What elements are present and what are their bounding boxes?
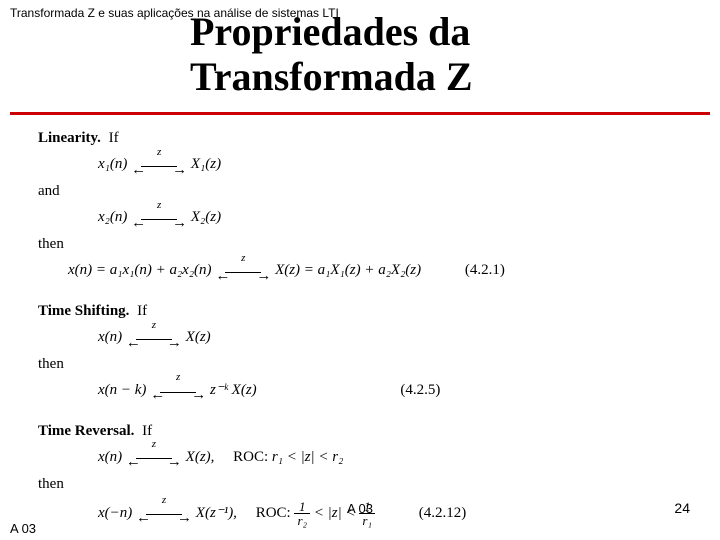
tr-roc1: r₁ < |z| < r₂ [272,449,343,465]
title-line-1: Propriedades da [190,9,470,54]
timeshift-label: Time Shifting. [38,303,129,319]
lin-res-rhs: X(z) = a₁X₁(z) + a₂X₂(z) [275,262,421,278]
slide: Transformada Z e suas aplicações na anál… [0,0,720,540]
page-number: 24 [674,500,690,516]
ts-eq1-lhs: x(n) [98,329,122,345]
title-line-2: Transformada Z [190,54,473,99]
z-arrow-icon: z [126,447,182,467]
timerev-then: then [38,474,688,494]
lin-eq2-rhs: X₂(z) [191,209,221,225]
z-label: z [150,370,206,385]
property-linearity: Linearity. If x₁(n) z X₁(z) and x₂(n) z … [38,128,688,281]
z-arrow-icon: z [150,380,206,400]
slide-title: Propriedades da Transformada Z [190,10,473,100]
tr-roc1-label: ROC: [233,449,268,465]
footer-center: A 03 [0,501,720,516]
title-underline [10,112,710,115]
lin-eq2-lhs: x₂(n) [98,209,127,225]
linearity-label: Linearity. [38,130,101,146]
lin-res-lhs: x(n) = a₁x₁(n) + a₂x₂(n) [68,262,212,278]
content-area: Linearity. If x₁(n) z X₁(z) and x₂(n) z … [38,128,688,533]
tr-eq1-lhs: x(n) [98,449,122,465]
timeshift-eq1: x(n) z X(z) [98,327,688,348]
linearity-then: then [38,234,688,254]
ts-eq1-rhs: X(z) [186,329,211,345]
ts-res-lhs: x(n − k) [98,382,146,398]
footer-left: A 03 [10,521,36,536]
lin-eq1-lhs: x₁(n) [98,156,127,172]
timerev-eq1: x(n) z X(z), ROC: r₁ < |z| < r₂ [98,447,688,468]
tr-eq1-rhs: X(z), [186,449,215,465]
ts-eqnum: (4.2.5) [400,382,440,398]
z-label: z [126,318,182,333]
linearity-if: If [109,130,119,146]
linearity-eq1: x₁(n) z X₁(z) [98,154,688,175]
z-arrow-icon: z [126,328,182,348]
z-label: z [131,145,187,160]
z-arrow-icon: z [215,261,271,281]
spacer [38,407,688,421]
linearity-result: x(n) = a₁x₁(n) + a₂x₂(n) z X(z) = a₁X₁(z… [68,260,688,281]
z-label: z [126,437,182,452]
timerev-label: Time Reversal. [38,423,134,439]
timeshift-if: If [137,303,147,319]
linearity-eq2: x₂(n) z X₂(z) [98,207,688,228]
z-arrow-icon: z [131,208,187,228]
timerev-if: If [142,423,152,439]
property-timeshift: Time Shifting. If x(n) z X(z) then x(n −… [38,301,688,401]
spacer [38,287,688,301]
z-label: z [215,251,271,266]
z-arrow-icon: z [131,155,187,175]
timeshift-result: x(n − k) z z⁻ᵏ X(z) (4.2.5) [98,380,688,401]
z-label: z [131,198,187,213]
lin-eqnum: (4.2.1) [465,262,505,278]
lin-eq1-rhs: X₁(z) [191,156,221,172]
ts-res-rhs: z⁻ᵏ X(z) [210,382,257,398]
timeshift-then: then [38,354,688,374]
